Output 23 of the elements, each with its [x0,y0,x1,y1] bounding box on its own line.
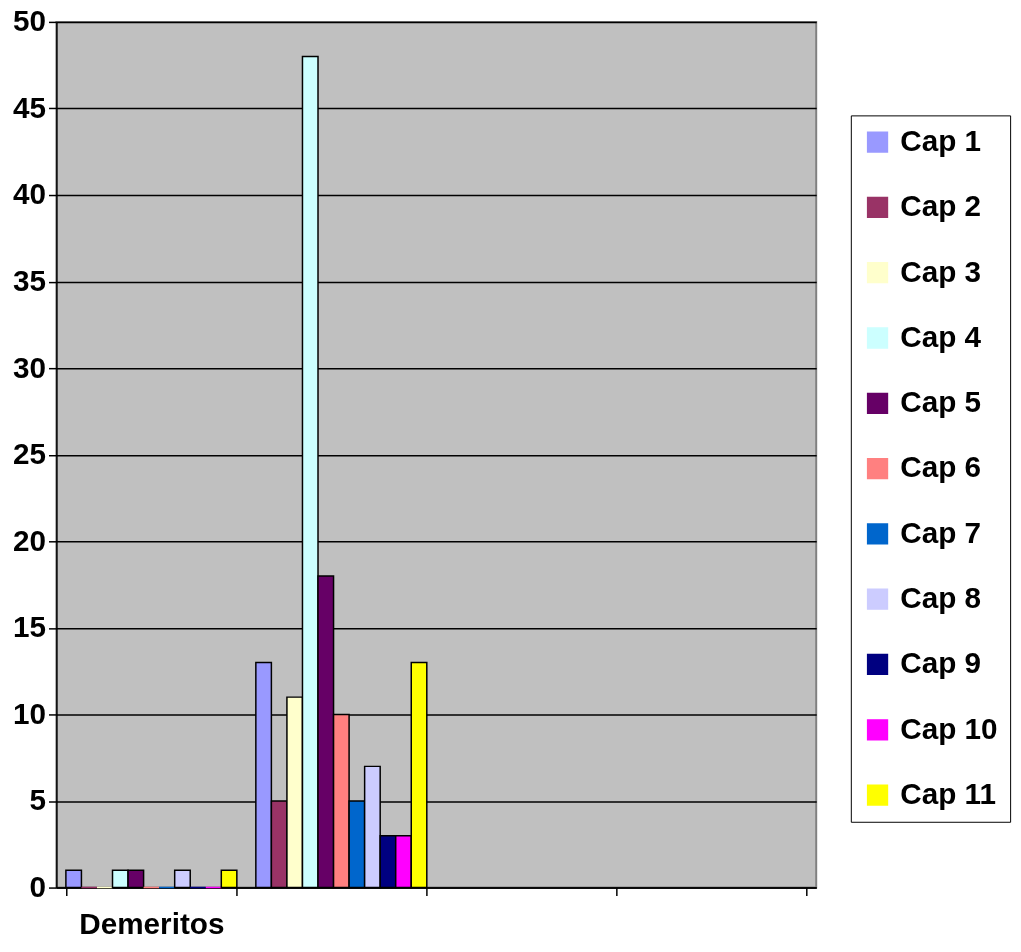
legend-label: Cap 5 [900,385,982,419]
y-tick-label: 45 [12,90,46,124]
legend-label: Cap 4 [900,319,982,353]
y-tick-label: 40 [12,177,46,211]
x-tick-label: Demeritos [79,906,225,940]
legend-label: Cap 3 [900,254,982,288]
legend-label: Cap 1 [900,124,982,158]
y-tick-label: 30 [12,350,46,384]
y-tick-label: 0 [29,869,46,903]
legend-label: Cap 9 [900,646,982,680]
y-tick-label: 25 [12,437,46,471]
legend-label: Cap 10 [900,711,998,745]
legend-label: Cap 6 [900,450,982,484]
y-tick-label: 50 [12,4,46,38]
y-tick-label: 10 [12,696,46,730]
y-tick-label: 5 [29,783,46,817]
legend-label: Cap 11 [900,776,996,810]
legend-label: Cap 2 [900,189,982,223]
legend-label: Cap 8 [900,581,982,615]
y-tick-label: 15 [12,610,46,644]
y-tick-label: 20 [12,523,46,557]
y-tick-label: 35 [12,264,46,297]
legend-label: Cap 7 [900,515,982,549]
